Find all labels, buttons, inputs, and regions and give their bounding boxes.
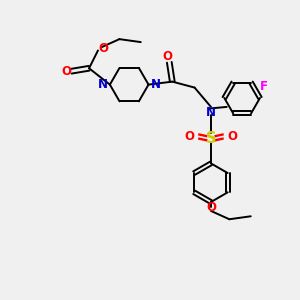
Text: O: O (184, 130, 194, 143)
Text: O: O (61, 65, 71, 78)
Text: S: S (206, 130, 216, 146)
Text: N: N (151, 78, 161, 91)
Text: N: N (206, 106, 216, 119)
Text: O: O (98, 42, 108, 55)
Text: N: N (98, 78, 107, 91)
Text: F: F (260, 80, 268, 93)
Text: O: O (163, 50, 172, 64)
Text: O: O (206, 202, 216, 214)
Text: O: O (228, 130, 238, 143)
